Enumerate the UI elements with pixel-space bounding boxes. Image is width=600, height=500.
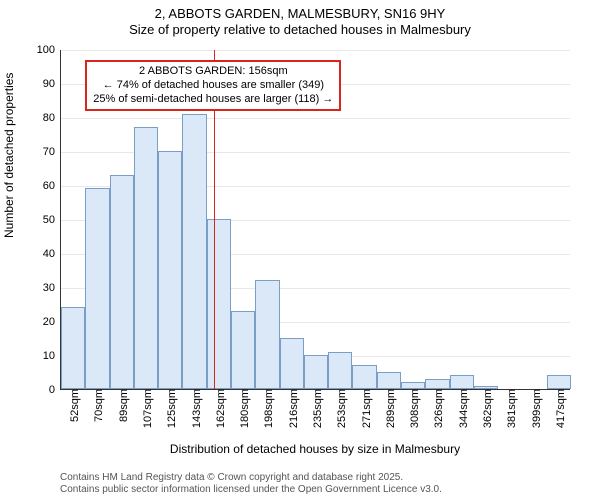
ytick-label: 60 (43, 180, 61, 192)
bar (377, 372, 401, 389)
ytick-label: 50 (43, 214, 61, 226)
xtick-label: 381sqm (502, 389, 518, 428)
xtick-label: 107sqm (138, 389, 154, 428)
bar (425, 379, 449, 389)
bar (280, 338, 304, 389)
bar (328, 352, 352, 389)
license-text: Contains HM Land Registry data © Crown c… (60, 472, 442, 496)
ytick-label: 40 (43, 248, 61, 260)
xtick-label: 180sqm (235, 389, 251, 428)
xtick-label: 198sqm (259, 389, 275, 428)
xtick-label: 52sqm (65, 389, 81, 422)
xtick-label: 235sqm (308, 389, 324, 428)
xtick-label: 362sqm (478, 389, 494, 428)
y-axis-label: Number of detached properties (2, 73, 16, 238)
bar (207, 219, 231, 389)
license-line1: Contains HM Land Registry data © Crown c… (60, 472, 442, 484)
xtick-label: 271sqm (357, 389, 373, 428)
chart-title-line2: Size of property relative to detached ho… (0, 22, 600, 38)
xtick-label: 326sqm (429, 389, 445, 428)
ytick-label: 30 (43, 282, 61, 294)
bar (304, 355, 328, 389)
chart-title-line1: 2, ABBOTS GARDEN, MALMESBURY, SN16 9HY (0, 0, 600, 22)
xtick-label: 216sqm (284, 389, 300, 428)
ytick-label: 100 (37, 44, 61, 56)
xtick-label: 253sqm (332, 389, 348, 428)
xtick-label: 89sqm (114, 389, 130, 422)
bar (352, 365, 376, 389)
bar (134, 127, 158, 389)
bar (85, 188, 109, 389)
bar (61, 307, 85, 389)
ytick-label: 10 (43, 350, 61, 362)
bar (450, 375, 474, 389)
ytick-label: 90 (43, 78, 61, 90)
xtick-label: 125sqm (162, 389, 178, 428)
figure-container: { "title_line1": "2, ABBOTS GARDEN, MALM… (0, 0, 600, 500)
bar (158, 151, 182, 389)
annotation-line: 2 ABBOTS GARDEN: 156sqm (93, 65, 333, 79)
annotation-line: ← 74% of detached houses are smaller (34… (93, 79, 333, 93)
bar (401, 382, 425, 389)
xtick-label: 162sqm (211, 389, 227, 428)
xtick-label: 70sqm (89, 389, 105, 422)
x-axis-label: Distribution of detached houses by size … (60, 442, 570, 456)
bar (255, 280, 279, 389)
bar-histogram-chart: 010203040506070809010052sqm70sqm89sqm107… (60, 50, 570, 390)
ytick-label: 20 (43, 316, 61, 328)
bar (182, 114, 206, 389)
xtick-label: 344sqm (454, 389, 470, 428)
license-line2: Contains public sector information licen… (60, 484, 442, 496)
xtick-label: 143sqm (187, 389, 203, 428)
xtick-label: 399sqm (527, 389, 543, 428)
xtick-label: 308sqm (405, 389, 421, 428)
annotation-box: 2 ABBOTS GARDEN: 156sqm← 74% of detached… (85, 60, 341, 111)
bar (547, 375, 571, 389)
xtick-label: 417sqm (551, 389, 567, 428)
ytick-label: 70 (43, 146, 61, 158)
annotation-line: 25% of semi-detached houses are larger (… (93, 93, 333, 107)
bar (110, 175, 134, 389)
xtick-label: 289sqm (381, 389, 397, 428)
ytick-label: 80 (43, 112, 61, 124)
bar (231, 311, 255, 389)
ytick-label: 0 (49, 384, 61, 396)
